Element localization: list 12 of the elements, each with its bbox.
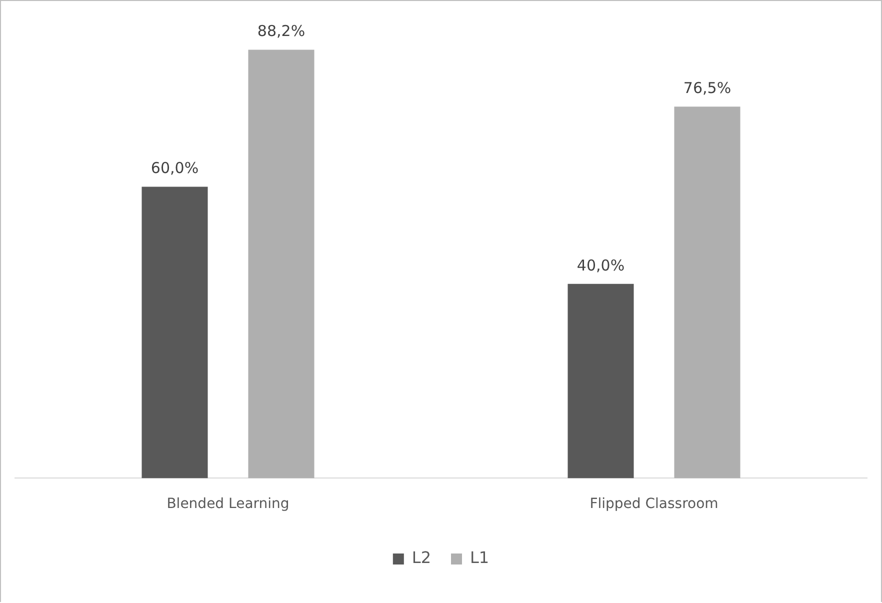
data-label: 40,0% — [576, 256, 625, 274]
x-tick-label: Flipped Classroom — [590, 496, 718, 512]
bar — [248, 50, 314, 478]
data-label: 88,2% — [257, 22, 306, 40]
legend-label: L2 — [412, 548, 431, 568]
data-label: 76,5% — [683, 78, 732, 97]
bar — [142, 186, 208, 478]
legend-label: L1 — [470, 548, 490, 568]
x-tick-label: Blended Learning — [166, 496, 290, 512]
bar — [674, 106, 740, 478]
bar — [568, 284, 634, 478]
data-label: 60,0% — [150, 159, 199, 178]
